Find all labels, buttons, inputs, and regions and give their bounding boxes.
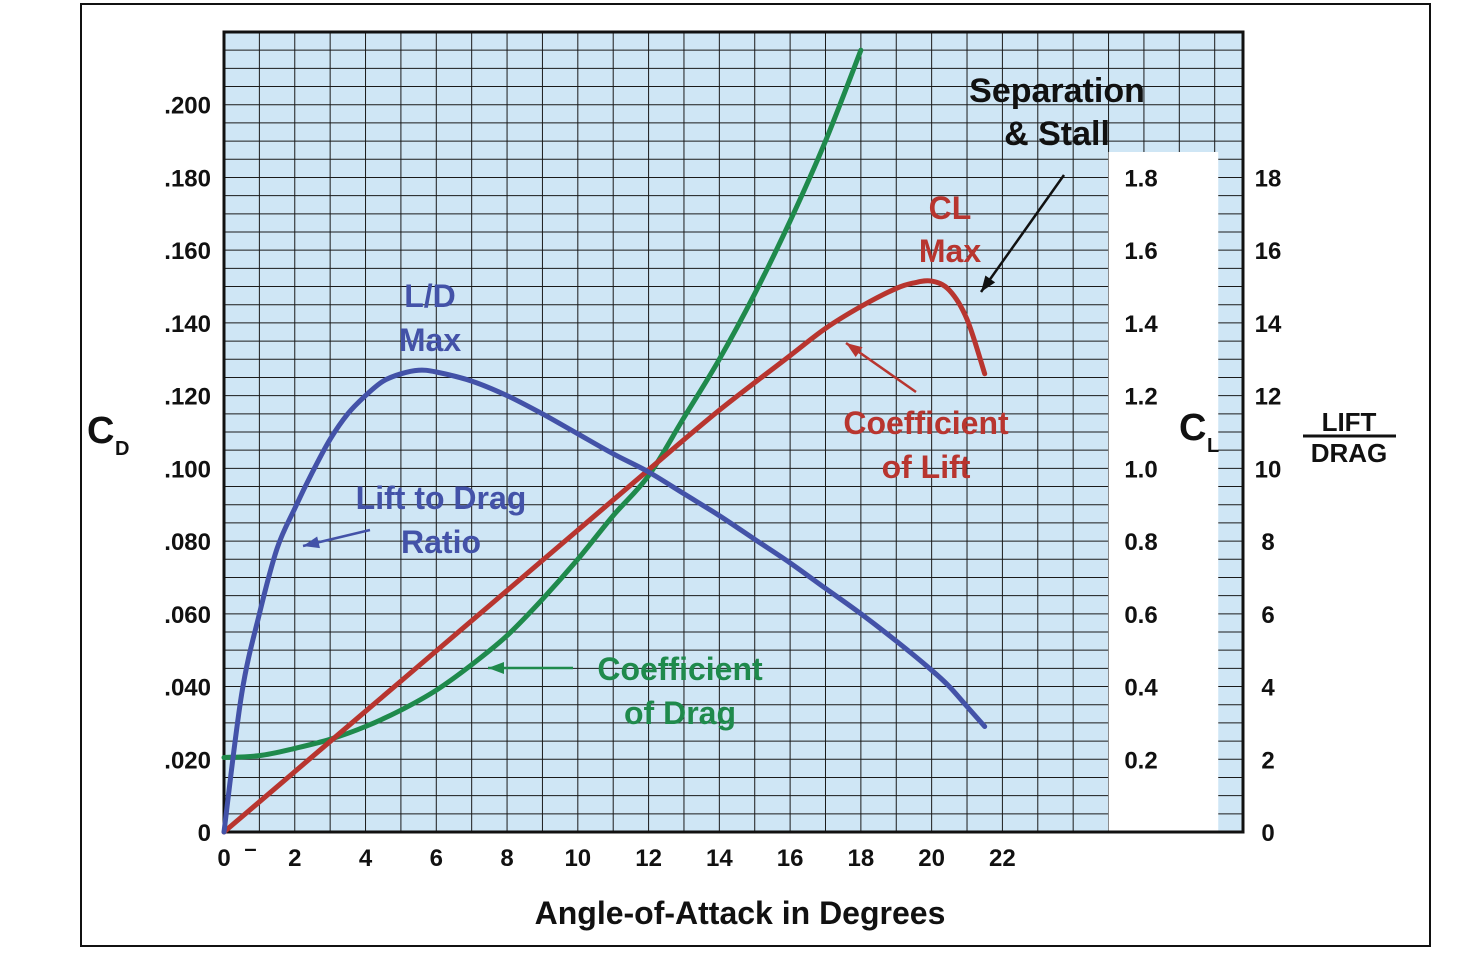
ld-ratio-label-2: Ratio (401, 524, 481, 560)
cl-tick-label: 0.2 (1124, 747, 1157, 774)
cl-tick-label: 1.6 (1124, 238, 1157, 265)
cd-axis-subscript: D (115, 438, 129, 460)
x-tick-label: 12 (635, 845, 662, 872)
cl-tick-label: 1.2 (1124, 384, 1157, 411)
ld-tick-label: 2 (1261, 747, 1274, 774)
stall-arrow (979, 174, 1066, 293)
ld-max-label: L/D (404, 278, 456, 314)
cl-axis-subscript: L (1207, 435, 1219, 457)
cl-tick-label: 0.8 (1124, 529, 1157, 556)
cl-axis-panel (1108, 152, 1219, 832)
ld-tick-label: 6 (1261, 602, 1274, 629)
x-tick-label: 0 (217, 845, 230, 872)
x-tick-label: 10 (564, 845, 591, 872)
stall-arrow-head (981, 275, 996, 292)
x-tick-label: 16 (777, 845, 804, 872)
cd-tick-label: .100 (164, 456, 211, 483)
cd-axis-label: C (87, 410, 114, 452)
cl-axis-label: C (1179, 407, 1206, 449)
cl-tick-label: 1.8 (1124, 165, 1157, 192)
tick-labels: 0 2 4 6 8 10 12 14 16 18 20 22–0.020.040.060.080.10… (164, 93, 1282, 872)
cd-tick-label: 0 (198, 820, 211, 847)
ld-axis-label-bottom: DRAG (1311, 438, 1388, 468)
x-zero-mark: – (244, 836, 256, 861)
cd-tick-label: .040 (164, 675, 211, 702)
cd-tick-label: .180 (164, 165, 211, 192)
ld-tick-label: 4 (1261, 675, 1275, 702)
stall-label: & Stall (1004, 115, 1110, 153)
cd-tick-label: .060 (164, 602, 211, 629)
x-tick-label: 22 (989, 845, 1016, 872)
cl-max-label-2: Max (919, 233, 981, 269)
cl-tick-label: 0.6 (1124, 602, 1157, 629)
ld-tick-label: 12 (1255, 384, 1282, 411)
cd-tick-label: .160 (164, 238, 211, 265)
ld-axis-label-top: LIFT (1322, 407, 1377, 437)
cl-tick-label: 1.0 (1124, 456, 1157, 483)
lift-curve (221, 278, 988, 835)
x-tick-label: 8 (500, 845, 513, 872)
x-tick-label: 4 (359, 845, 373, 872)
lift-arrow-head (846, 343, 863, 358)
cl-tick-label: 0.4 (1124, 675, 1158, 702)
ld-tick-label: 18 (1255, 165, 1282, 192)
ld-tick-label: 14 (1255, 311, 1282, 338)
drag-arrow-head (488, 662, 504, 674)
ld-ratio-label: Lift to Drag (356, 480, 527, 516)
ld-arrow-head (303, 536, 320, 549)
series-layer (221, 47, 988, 835)
cd-tick-label: .140 (164, 311, 211, 338)
cd-tick-label: .020 (164, 747, 211, 774)
x-tick-label: 6 (430, 845, 443, 872)
ld-tick-label: 8 (1261, 529, 1274, 556)
cl-tick-label: 1.4 (1124, 311, 1158, 338)
chart-frame (80, 3, 1431, 947)
ld-tick-label: 10 (1255, 456, 1282, 483)
coef-drag-label-2: of Drag (624, 695, 736, 731)
ld-max-label-2: Max (399, 322, 461, 358)
coef-lift-label-2: of Lift (882, 449, 971, 485)
separation-label: Separation (969, 72, 1145, 110)
x-tick-label: 18 (848, 845, 875, 872)
cd-tick-label: .200 (164, 93, 211, 120)
x-tick-label: 20 (918, 845, 945, 872)
coef-drag-label: Coefficient (597, 651, 763, 687)
lift-drag-curve (221, 367, 988, 835)
ld-tick-label: 0 (1261, 820, 1274, 847)
x-tick-label: 14 (706, 845, 733, 872)
cd-tick-label: .080 (164, 529, 211, 556)
coef-lift-label: Coefficient (843, 405, 1009, 441)
x-tick-label: 2 (288, 845, 301, 872)
ld-tick-label: 16 (1255, 238, 1282, 265)
cd-tick-label: .120 (164, 384, 211, 411)
annotations: Separation & Stall CL Max L/D Max Coefficient o… (302, 72, 1145, 731)
cl-max-label: CL (929, 190, 972, 226)
plot-border (222, 30, 1245, 834)
x-axis-label: Angle-of-Attack in Degrees (535, 895, 946, 931)
